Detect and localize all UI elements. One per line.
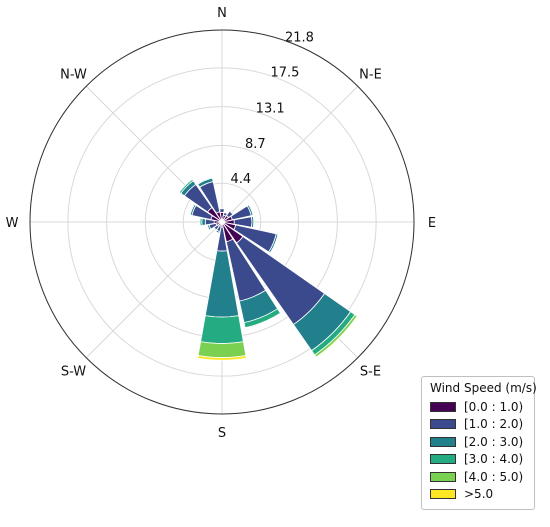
radial-tick-label-1: 8.7 <box>245 137 266 152</box>
direction-label-n-e: N-E <box>359 68 382 83</box>
direction-label-e: E <box>428 216 436 231</box>
legend-label-5: >5.0 <box>464 487 494 502</box>
bar-NNW-3 <box>196 176 213 185</box>
bar-S-4 <box>197 341 247 358</box>
legend-item-0: [0.0 : 1.0) <box>430 398 528 416</box>
legend-label-4: [4.0 : 5.0) <box>464 469 524 484</box>
radial-tick-label-2: 13.1 <box>256 101 285 116</box>
legend-swatch-5 <box>430 489 456 500</box>
radial-tick-labels: 4.4 8.7 13.1 17.5 21.8 <box>230 31 313 188</box>
legend-item-5: >5.0 <box>430 486 528 504</box>
bar-SSW-2 <box>215 229 221 234</box>
legend-title: Wind Speed (m/s) <box>430 381 537 395</box>
legend-item-1: [1.0 : 2.0) <box>430 416 528 434</box>
polar-frame <box>29 29 415 415</box>
legend-swatch-3 <box>430 454 456 465</box>
legend: Wind Speed (m/s) [0.0 : 1.0) [1.0 : 2.0) [… <box>421 376 537 510</box>
legend-label-3: [3.0 : 4.0) <box>464 452 524 467</box>
bar-N-1 <box>219 208 225 213</box>
bar-NE-2 <box>228 209 235 216</box>
legend-swatch-0 <box>430 401 456 412</box>
bar-E-2 <box>251 215 255 229</box>
legend-swatch-1 <box>430 419 456 430</box>
bar-WSW-3 <box>206 224 210 232</box>
direction-label-n-w: N-W <box>60 68 87 83</box>
bar-S-5 <box>197 355 247 361</box>
direction-label-s-w: S-W <box>61 364 86 379</box>
grid-spoke-1 <box>221 85 359 223</box>
bar-WNW-3 <box>188 203 196 216</box>
wind-rose-bars <box>178 176 359 361</box>
legend-item-4: [4.0 : 5.0) <box>430 468 528 486</box>
legend-item-3: [3.0 : 4.0) <box>430 451 528 469</box>
bar-W-2 <box>201 217 206 227</box>
legend-swatch-2 <box>430 436 456 447</box>
radial-tick-label-3: 17.5 <box>271 66 300 81</box>
direction-labels: N N-E E S-E S S-W W N-W <box>6 6 437 441</box>
bar-SE-5 <box>315 315 359 359</box>
bar-W-3 <box>199 217 203 227</box>
legend-item-2: [2.0 : 3.0) <box>430 433 528 451</box>
bar-ESE-2 <box>268 233 279 254</box>
legend-label-2: [2.0 : 3.0) <box>464 434 524 449</box>
bar-NW-3 <box>178 178 194 194</box>
legend-label-0: [0.0 : 1.0) <box>464 399 524 414</box>
bar-S-3 <box>200 315 244 344</box>
bar-ENE-2 <box>246 204 254 217</box>
direction-label-s-e: S-E <box>360 364 381 379</box>
grid-spoke-5 <box>85 221 223 359</box>
bar-SW-2 <box>212 226 218 232</box>
legend-label-1: [1.0 : 2.0) <box>464 417 524 432</box>
direction-label-s: S <box>218 426 226 441</box>
direction-label-n: N <box>217 6 227 21</box>
legend-swatch-4 <box>430 471 456 482</box>
direction-label-w: W <box>6 216 19 231</box>
radial-tick-label-0: 4.4 <box>230 172 251 187</box>
bar-SSE-4 <box>244 312 282 330</box>
radial-tick-label-4: 21.8 <box>285 31 314 46</box>
